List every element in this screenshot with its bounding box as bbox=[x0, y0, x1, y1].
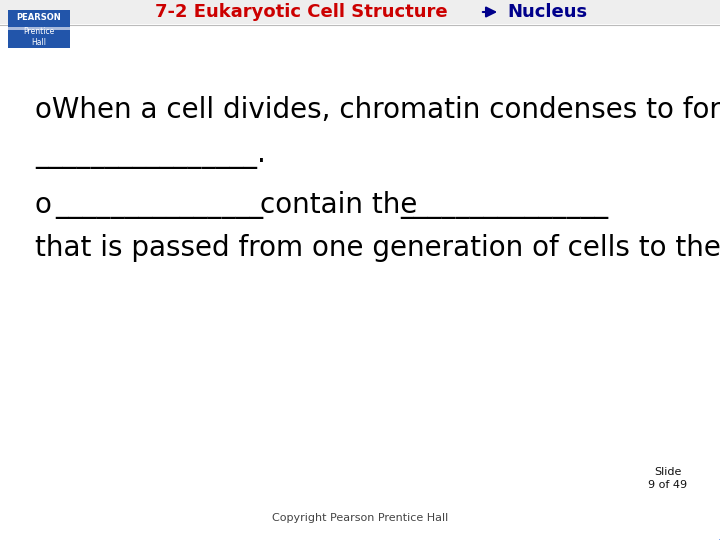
Text: PEARSON: PEARSON bbox=[17, 14, 61, 23]
Text: Copyright Pearson Prentice Hall: Copyright Pearson Prentice Hall bbox=[272, 513, 448, 523]
Text: ________________.: ________________. bbox=[35, 141, 266, 169]
Text: Prentice
Hall: Prentice Hall bbox=[23, 27, 55, 47]
Text: 7-2 Eukaryotic Cell Structure: 7-2 Eukaryotic Cell Structure bbox=[155, 3, 448, 21]
Text: Nucleus: Nucleus bbox=[507, 3, 587, 21]
Text: 9 of 49: 9 of 49 bbox=[649, 480, 688, 490]
Bar bbox=[8, 27, 70, 30]
Text: o: o bbox=[35, 191, 52, 219]
Text: that is passed from one generation of cells to the next.: that is passed from one generation of ce… bbox=[35, 234, 720, 262]
Text: _______________: _______________ bbox=[55, 191, 263, 219]
Text: oWhen a cell divides, chromatin condenses to form: oWhen a cell divides, chromatin condense… bbox=[35, 96, 720, 124]
Text: Slide: Slide bbox=[654, 467, 682, 477]
Text: _______________: _______________ bbox=[400, 191, 608, 219]
Bar bbox=[0, 0, 720, 24]
Bar bbox=[8, 10, 70, 48]
Text: contain the: contain the bbox=[260, 191, 418, 219]
